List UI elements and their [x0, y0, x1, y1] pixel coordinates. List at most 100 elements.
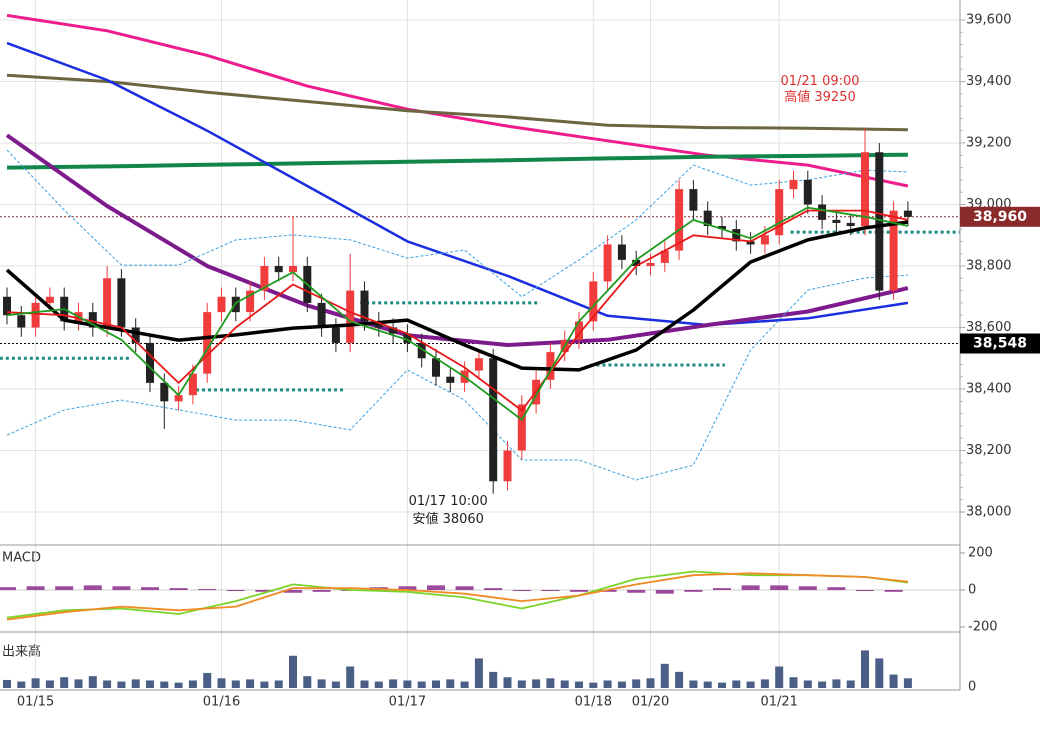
annotation: 01/17 10:00 [409, 494, 488, 509]
candle-body [603, 244, 612, 282]
moving-average [6, 13, 909, 188]
x-tick-label: 01/15 [17, 695, 54, 710]
candle-body [889, 210, 898, 291]
y-tick-label: 39,400 [966, 74, 1012, 89]
volume-bar [131, 679, 140, 688]
volume-bar [146, 680, 154, 688]
volume-bar [403, 680, 412, 688]
candle-body [331, 327, 340, 343]
volume-bar [260, 681, 269, 688]
moving-average [5, 220, 909, 372]
macd-histogram [798, 586, 817, 590]
volume-bar [360, 680, 369, 688]
volume-bar [889, 674, 898, 688]
volume-bar [460, 681, 469, 688]
x-tick-label: 01/18 [575, 695, 612, 710]
macd-line [6, 570, 909, 619]
volume-bar [861, 650, 869, 688]
macd-histogram [26, 586, 45, 590]
macd-histogram [684, 589, 703, 592]
candle-body [703, 210, 712, 227]
volume-bar [117, 681, 126, 688]
candle-body [146, 342, 154, 383]
candle-body [503, 450, 512, 482]
volume-bar [389, 679, 398, 688]
candle-body [732, 229, 741, 242]
candle-body [188, 373, 197, 396]
volume-bar [446, 679, 455, 688]
candle-body [117, 278, 126, 328]
macd-histogram [427, 585, 445, 590]
volume-bar [60, 677, 69, 688]
candle-body [3, 296, 11, 316]
y-tick-label: 0 [968, 680, 976, 695]
y-tick-label: 38,000 [966, 505, 1012, 520]
candle-body [760, 235, 769, 245]
candle-body [546, 352, 555, 380]
volume-bar [718, 682, 726, 688]
macd-histogram [83, 585, 102, 590]
volume-bar [546, 678, 555, 688]
moving-average [6, 152, 908, 170]
volume-bar [74, 679, 83, 688]
candle-body [446, 376, 455, 383]
volume-bar [675, 671, 684, 688]
candle-body [217, 296, 226, 313]
volume-bar [317, 679, 326, 688]
candle-body [432, 358, 440, 377]
candle-body [45, 296, 54, 303]
volume-bar [903, 678, 912, 688]
macd-histogram [884, 589, 903, 592]
macd-histogram [198, 589, 217, 591]
candle-body [474, 358, 483, 371]
candle-body [803, 179, 812, 205]
price-marker-box [960, 206, 1040, 227]
price-marker-label: 38,548 [973, 335, 1027, 351]
volume-bar [560, 680, 569, 688]
candle-body [88, 312, 97, 328]
volume-bar [617, 681, 626, 688]
candle-body [260, 266, 269, 291]
candle-body [861, 152, 869, 227]
volume-bar [160, 681, 169, 688]
volume-bar [274, 680, 283, 688]
volume-bar [875, 658, 884, 688]
volume-bar [474, 658, 483, 688]
volume-bar [246, 679, 255, 688]
macd-histogram [713, 588, 731, 590]
candle-body [360, 290, 369, 322]
moving-average [6, 149, 908, 298]
candle-body [775, 189, 784, 236]
y-tick-label: -200 [968, 620, 998, 635]
macd-histogram [398, 586, 417, 590]
volume-bar [589, 682, 598, 688]
candle-body [517, 404, 526, 451]
candle-body [274, 266, 283, 273]
candle-body [417, 342, 426, 359]
volume-bar [789, 677, 798, 688]
volume-bar [489, 671, 498, 688]
volume-bar [17, 681, 26, 688]
candle-body [875, 152, 884, 291]
candle-body [589, 281, 598, 322]
annotation: 高値 39250 [784, 89, 856, 105]
y-tick-label: 39,200 [966, 135, 1012, 150]
candle-body [403, 333, 412, 343]
volume-bar [374, 681, 383, 688]
volume-bar [818, 681, 827, 688]
volume-bar [517, 680, 526, 688]
volume-bar [231, 680, 240, 688]
y-tick-label: 38,800 [966, 259, 1012, 274]
moving-average [6, 73, 908, 132]
x-tick-label: 01/17 [389, 695, 426, 710]
annotation: 01/21 09:00 [780, 74, 859, 89]
macd-histogram [169, 588, 188, 590]
macd-histogram [598, 589, 617, 592]
moving-average [6, 274, 908, 481]
macd-histogram [541, 589, 560, 591]
candle-body [31, 302, 40, 328]
volume-bar [417, 681, 426, 688]
macd-line [6, 572, 908, 621]
